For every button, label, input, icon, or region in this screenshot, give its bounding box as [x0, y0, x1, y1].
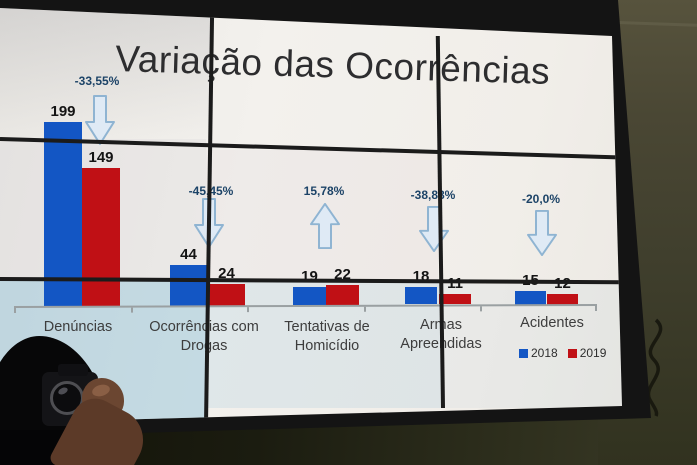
variation-arrow-down-icon-0	[85, 95, 115, 145]
legend-label-2019: 2019	[579, 346, 607, 360]
hanging-cable	[646, 318, 663, 417]
axis-tick	[131, 307, 133, 313]
bar-2019-0	[82, 168, 120, 307]
bar-2018-4	[515, 291, 546, 305]
legend-swatch-2018	[519, 348, 528, 358]
category-label-2: Tentativas de	[284, 319, 370, 335]
category-label-1: Drogas	[180, 338, 228, 354]
chart-legend: 2018 2019	[519, 346, 606, 360]
axis-tick	[594, 305, 597, 311]
bar-2018-1	[170, 265, 207, 306]
legend-label-2018: 2018	[531, 346, 558, 360]
variation-arrow-down-icon-3	[419, 206, 449, 252]
legend-item-2019: 2019	[567, 346, 607, 360]
bar-2019-1	[208, 284, 245, 306]
category-label-1: Ocorrências com	[149, 319, 259, 335]
variation-label-3: -38,88%	[410, 188, 456, 202]
variation-label-1: -45,45%	[188, 184, 234, 198]
category-label-0: Denúncias	[43, 319, 113, 335]
value-label-2019-4: 12	[554, 275, 571, 292]
legend-swatch-2019	[567, 348, 577, 358]
legend-item-2018: 2018	[519, 346, 558, 360]
axis-tick	[364, 306, 366, 312]
variation-label-4: -20,0%	[521, 192, 561, 206]
variation-arrow-up-icon-2	[310, 203, 340, 249]
value-label-2018-2: 19	[301, 268, 318, 285]
bar-2018-3	[405, 287, 437, 304]
bar-2018-2	[293, 287, 326, 305]
category-label-2: Homicídio	[294, 338, 360, 354]
variation-label-0: -33,55%	[74, 74, 120, 88]
camera-viewfinder	[58, 364, 88, 376]
axis-tick	[480, 306, 482, 312]
bar-2019-4	[547, 294, 578, 305]
bar-2019-2	[326, 285, 359, 305]
bar-2019-3	[439, 294, 471, 304]
value-label-2019-0: 149	[88, 149, 114, 166]
variation-arrow-down-icon-4	[527, 210, 557, 256]
axis-tick	[247, 306, 249, 312]
bar-2018-0	[44, 122, 82, 307]
category-label-4: Acidentes	[520, 315, 584, 331]
axis-tick	[14, 307, 16, 313]
chart-title: Variação das Ocorrências	[114, 38, 551, 92]
value-label-2018-0: 199	[50, 103, 76, 120]
variation-label-2: 15,78%	[303, 184, 345, 198]
value-label-2018-1: 44	[180, 246, 197, 263]
value-label-2019-3: 11	[447, 275, 463, 292]
